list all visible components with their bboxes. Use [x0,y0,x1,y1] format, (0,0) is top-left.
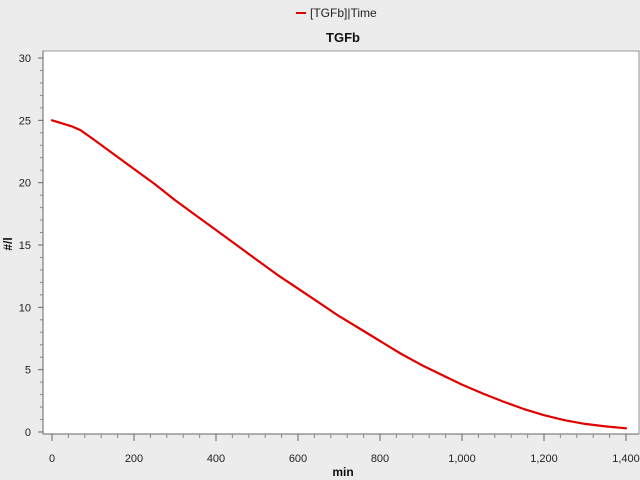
x-axis-ticks: 0 200 400 600 800 1,000 1,200 1,400 [49,434,640,465]
x-tick-label: 600 [289,453,307,465]
x-tick-label: 800 [371,453,389,465]
y-tick-label: 5 [25,365,31,377]
x-tick-label: 1,200 [530,453,558,465]
x-tick-label: 200 [125,453,143,465]
y-tick-label: 0 [25,427,31,439]
chart-title: TGFb [326,30,360,45]
x-axis-label: min [332,465,353,479]
y-tick-label: 20 [19,178,31,190]
y-tick-label: 15 [19,240,31,252]
x-tick-label: 400 [207,453,225,465]
plot-area [42,50,640,435]
y-tick-label: 30 [19,53,31,65]
series-layer [50,119,628,430]
y-tick-label: 25 [19,115,31,127]
y-tick-label: 10 [19,302,31,314]
series-line-tgfb-time [50,119,628,430]
y-axis-ticks: 0 5 10 15 20 25 30 [19,53,43,439]
x-tick-label: 1,000 [448,453,476,465]
legend-entry-tgfb-time: [TGFb]|Time [310,6,377,20]
x-tick-label: 0 [49,453,55,465]
legend: [TGFb]|Time [296,6,377,20]
y-axis-label: #/l [1,237,15,250]
x-tick-label: 1,400 [612,453,640,465]
